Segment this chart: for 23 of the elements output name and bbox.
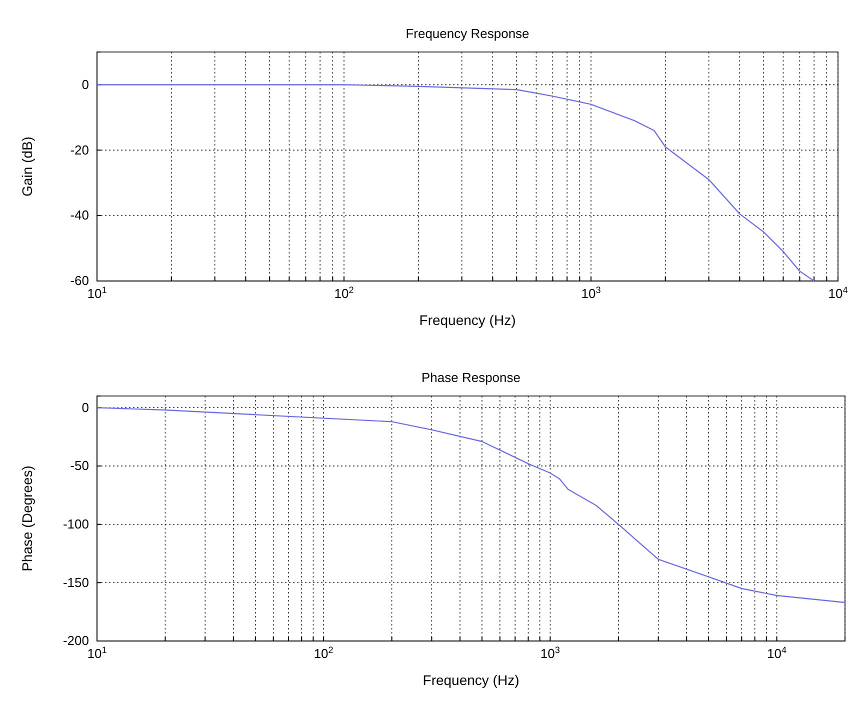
y-tick-label: -150 [62,574,89,590]
x-tick-label: 10$^{2}$ [334,285,354,302]
y-tick-label: 0 [82,400,89,415]
y-tick-label: -20 [70,142,89,158]
x-axis-title: Frequency (Hz) [419,312,516,328]
chart-title: Frequency Response [406,26,530,41]
x-tick-label: 10$^{1}$ [87,285,107,302]
y-axis-title: Phase (Degrees) [19,466,35,572]
x-tick-label: 10$^{4}$ [767,645,787,662]
x-tick-label: 10$^{3}$ [540,645,560,662]
x-tick-label: 10$^{4}$ [828,285,848,302]
y-tick-label: -100 [62,516,89,532]
y-tick-label: 0 [82,76,89,92]
y-tick-label: -50 [70,458,89,474]
chart-title: Phase Response [421,370,521,385]
y-axis-title: Gain (dB) [19,136,35,196]
x-axis-title: Frequency (Hz) [422,672,520,688]
x-tick-label: 10$^{2}$ [314,645,334,662]
y-tick-label: -200 [62,633,89,648]
x-tick-label: 10$^{1}$ [87,645,107,662]
y-tick-label: -60 [70,273,89,288]
y-tick-label: -40 [70,208,89,223]
x-tick-label: 10$^{3}$ [581,285,601,302]
